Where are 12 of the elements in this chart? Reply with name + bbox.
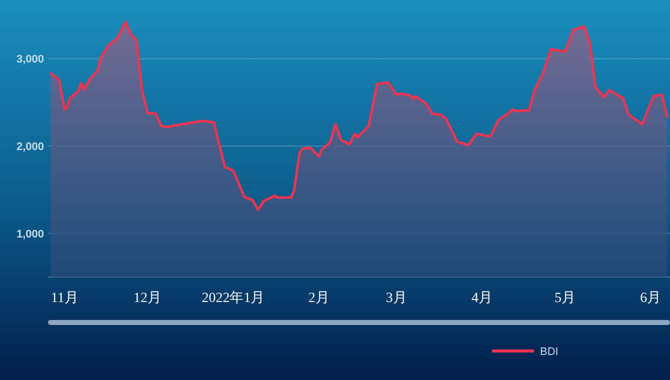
x-tick-label: 5月	[554, 291, 576, 306]
x-tick-label: 6月	[640, 291, 662, 306]
x-tick-label: 3月	[386, 291, 407, 306]
legend-label: BDI	[540, 346, 558, 358]
y-tick-label: 3,000	[16, 54, 44, 66]
y-tick-label: 1,000	[16, 228, 44, 240]
x-tick-label: 11月	[50, 291, 78, 306]
x-tick-label: 12月	[134, 291, 162, 306]
y-tick-label: 2,000	[16, 141, 44, 154]
x-tick-label: 4月	[472, 291, 493, 306]
x-tick-label: 2月	[308, 291, 330, 306]
x-tick-label: 2022年1月	[202, 290, 265, 306]
